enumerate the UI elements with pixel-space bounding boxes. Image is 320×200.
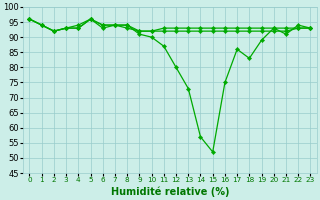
X-axis label: Humidité relative (%): Humidité relative (%) xyxy=(111,186,229,197)
